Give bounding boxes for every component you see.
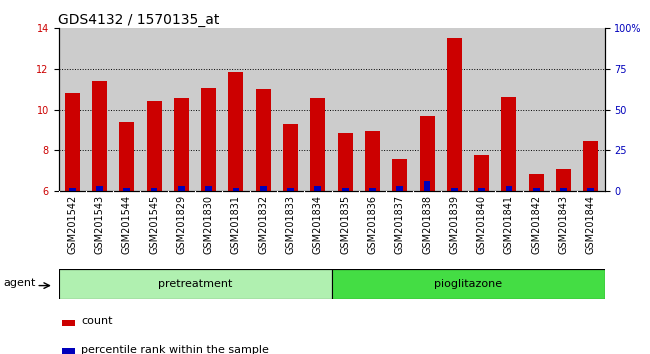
Bar: [96, 186, 103, 191]
Text: GSM201544: GSM201544: [122, 195, 132, 254]
Bar: [315, 186, 321, 191]
Bar: [260, 186, 266, 191]
Bar: [365, 131, 380, 191]
FancyBboxPatch shape: [58, 269, 332, 299]
Text: GSM201542: GSM201542: [67, 195, 77, 254]
Bar: [556, 169, 571, 191]
Text: GSM201545: GSM201545: [149, 195, 159, 254]
FancyBboxPatch shape: [332, 269, 604, 299]
Text: GSM201833: GSM201833: [285, 195, 296, 254]
Bar: [337, 133, 353, 191]
Bar: [255, 89, 271, 191]
Bar: [62, 320, 75, 326]
Text: GSM201835: GSM201835: [340, 195, 350, 254]
Text: GSM201841: GSM201841: [504, 195, 514, 254]
Text: GSM201834: GSM201834: [313, 195, 323, 254]
Text: GSM201838: GSM201838: [422, 195, 432, 254]
Text: GSM201839: GSM201839: [449, 195, 460, 254]
Bar: [528, 174, 544, 191]
Bar: [124, 188, 130, 191]
Bar: [392, 159, 408, 191]
Bar: [178, 186, 185, 191]
Text: GSM201837: GSM201837: [395, 195, 405, 254]
Bar: [92, 81, 107, 191]
Bar: [233, 188, 239, 191]
Text: GSM201842: GSM201842: [531, 195, 541, 254]
Bar: [474, 154, 489, 191]
Bar: [424, 181, 430, 191]
Text: agent: agent: [3, 278, 35, 287]
Text: GDS4132 / 1570135_at: GDS4132 / 1570135_at: [58, 13, 220, 27]
Bar: [396, 186, 403, 191]
Bar: [478, 188, 485, 191]
Text: GSM201832: GSM201832: [258, 195, 268, 254]
Bar: [283, 124, 298, 191]
Bar: [174, 97, 189, 191]
Text: GSM201543: GSM201543: [94, 195, 105, 254]
Bar: [287, 188, 294, 191]
Bar: [369, 188, 376, 191]
Bar: [205, 186, 212, 191]
Bar: [228, 72, 244, 191]
Bar: [533, 188, 540, 191]
Bar: [447, 39, 462, 191]
Bar: [560, 188, 567, 191]
Bar: [69, 188, 75, 191]
Bar: [506, 186, 512, 191]
Text: percentile rank within the sample: percentile rank within the sample: [81, 344, 269, 354]
Text: GSM201843: GSM201843: [558, 195, 569, 254]
Bar: [310, 97, 326, 191]
Bar: [64, 93, 80, 191]
Bar: [201, 88, 216, 191]
Bar: [146, 101, 162, 191]
Text: count: count: [81, 316, 113, 326]
Text: GSM201836: GSM201836: [367, 195, 378, 254]
Bar: [451, 188, 458, 191]
Bar: [588, 188, 594, 191]
Bar: [119, 122, 135, 191]
Text: pioglitazone: pioglitazone: [434, 279, 502, 289]
Text: GSM201840: GSM201840: [476, 195, 487, 254]
Text: pretreatment: pretreatment: [158, 279, 232, 289]
Bar: [583, 141, 599, 191]
Text: GSM201844: GSM201844: [586, 195, 596, 254]
Bar: [501, 97, 517, 191]
Bar: [419, 116, 435, 191]
Text: GSM201830: GSM201830: [203, 195, 214, 254]
Bar: [62, 348, 75, 354]
Bar: [342, 188, 348, 191]
Bar: [151, 188, 157, 191]
Text: GSM201829: GSM201829: [176, 195, 187, 254]
Text: GSM201831: GSM201831: [231, 195, 241, 254]
